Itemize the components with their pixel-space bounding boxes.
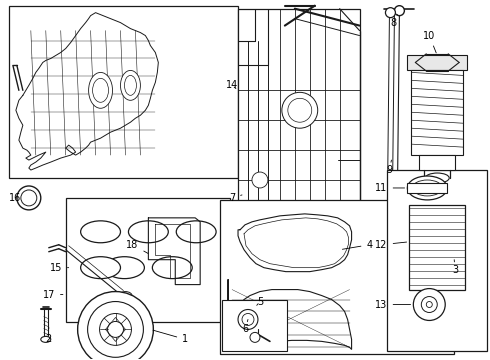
Text: 12: 12 <box>375 240 407 250</box>
Text: 13: 13 <box>375 300 411 310</box>
Ellipse shape <box>407 176 447 200</box>
Text: 16: 16 <box>9 193 21 203</box>
Ellipse shape <box>250 332 260 342</box>
Ellipse shape <box>288 98 312 122</box>
Bar <box>412 71 463 155</box>
Ellipse shape <box>81 257 121 279</box>
Text: 10: 10 <box>423 31 436 53</box>
Ellipse shape <box>242 314 254 325</box>
Ellipse shape <box>88 302 144 357</box>
Bar <box>407 55 467 71</box>
Text: 2: 2 <box>46 327 52 345</box>
Ellipse shape <box>426 302 432 307</box>
Ellipse shape <box>121 71 141 100</box>
Text: 7: 7 <box>229 193 242 203</box>
Ellipse shape <box>89 72 113 108</box>
Text: 8: 8 <box>391 15 397 28</box>
Ellipse shape <box>17 186 41 210</box>
Ellipse shape <box>152 257 192 279</box>
Text: 4: 4 <box>343 240 372 250</box>
Ellipse shape <box>99 314 131 345</box>
Ellipse shape <box>176 221 216 243</box>
Ellipse shape <box>128 221 168 243</box>
Ellipse shape <box>394 6 404 15</box>
Text: 11: 11 <box>375 183 405 193</box>
Text: 3: 3 <box>452 260 458 275</box>
Bar <box>419 155 455 170</box>
Bar <box>222 300 287 351</box>
Ellipse shape <box>252 172 268 188</box>
Text: 14: 14 <box>226 80 238 90</box>
Ellipse shape <box>421 297 437 312</box>
Bar <box>409 205 465 289</box>
Bar <box>220 200 454 354</box>
Text: 5: 5 <box>257 297 263 306</box>
Ellipse shape <box>21 190 37 206</box>
Text: 15: 15 <box>49 263 69 273</box>
Text: 17: 17 <box>43 289 63 300</box>
Text: 9: 9 <box>387 160 392 175</box>
Bar <box>238 9 360 213</box>
Ellipse shape <box>413 180 442 196</box>
Ellipse shape <box>425 173 449 183</box>
Bar <box>9 6 238 178</box>
Bar <box>407 183 447 193</box>
Ellipse shape <box>119 292 132 302</box>
Ellipse shape <box>77 292 153 360</box>
Ellipse shape <box>282 92 318 128</box>
Ellipse shape <box>238 310 258 329</box>
Ellipse shape <box>81 221 121 243</box>
Ellipse shape <box>104 257 145 279</box>
Ellipse shape <box>414 289 445 320</box>
Text: 6: 6 <box>242 319 248 334</box>
Ellipse shape <box>124 75 136 95</box>
Text: 1: 1 <box>153 330 188 345</box>
Ellipse shape <box>41 336 51 342</box>
Ellipse shape <box>107 321 123 337</box>
Ellipse shape <box>93 78 108 102</box>
Ellipse shape <box>386 8 395 18</box>
Text: 18: 18 <box>126 240 148 253</box>
Bar <box>388 170 487 351</box>
Bar <box>66 198 230 323</box>
